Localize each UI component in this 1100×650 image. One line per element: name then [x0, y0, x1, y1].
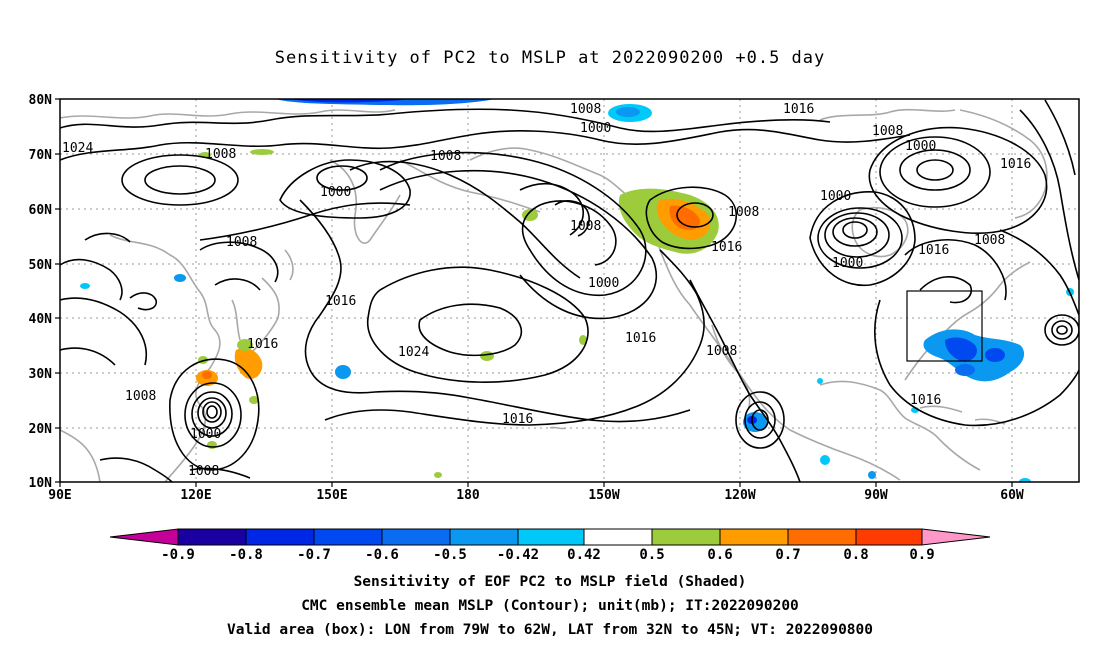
colorbar-label: -0.7	[297, 547, 331, 563]
lon-label: 90W	[864, 488, 888, 503]
contour-label: 1000	[190, 427, 221, 442]
contour-label: 1008	[872, 124, 903, 139]
colorbar-label: -0.6	[365, 547, 399, 563]
colorbar-arrow-left	[109, 528, 179, 546]
lat-label: 80N	[29, 93, 53, 108]
contour-label: 1008	[570, 102, 601, 117]
contour-label: 1016	[910, 393, 941, 408]
latitude-labels: 80N 70N 60N 50N 40N 30N 20N 10N	[29, 93, 53, 491]
colorbar-arrow-right	[921, 528, 991, 546]
contour-label: 1000	[580, 121, 611, 136]
contour-label: 1000	[820, 189, 851, 204]
colorbar-label: -0.8	[229, 547, 263, 563]
lon-label: 90E	[48, 488, 71, 503]
contour-label: 1016	[918, 243, 949, 258]
colorbar-label: -0.42	[497, 547, 539, 563]
contour-label: 1000	[320, 185, 351, 200]
map-title: Sensitivity of PC2 to MSLP at 2022090200…	[274, 48, 826, 68]
sensitivity-shading	[80, 99, 1074, 482]
lat-label: 20N	[29, 422, 53, 437]
contour-label: 1016	[325, 294, 356, 309]
colorbar-label: 0.9	[909, 547, 934, 563]
contour-label: 1024	[62, 141, 93, 156]
lat-label: 10N	[29, 476, 53, 491]
lon-label: 150E	[316, 488, 347, 503]
colorbar-swatch	[177, 528, 247, 546]
longitude-labels: 90E 120E 150E 180 150W 120W 90W 60W	[48, 488, 1024, 503]
isobar-contours	[60, 99, 1079, 482]
colorbar-label: 0.6	[707, 547, 732, 563]
contour-label: 1008	[728, 205, 759, 220]
lon-label: 120E	[180, 488, 211, 503]
colorbar-label: 0.42	[567, 547, 601, 563]
lat-label: 40N	[29, 312, 53, 327]
axis-ticks	[55, 98, 1013, 487]
lat-label: 60N	[29, 203, 53, 218]
lon-label: 180	[456, 488, 480, 503]
contour-labels: 1024 1008 1000 1008 1008 1000 1008 1016 …	[62, 102, 1031, 479]
contour-label: 1008	[570, 219, 601, 234]
contour-label: 1008	[205, 147, 236, 162]
colorbar-swatch	[583, 528, 653, 546]
colorbar-swatch	[855, 528, 923, 546]
contour-label: 1016	[502, 412, 533, 427]
colorbar-label: 0.8	[843, 547, 868, 563]
contour-label: 1000	[588, 276, 619, 291]
contour-label: 1016	[1000, 157, 1031, 172]
contour-label: 1016	[625, 331, 656, 346]
contour-label: 1008	[974, 233, 1005, 248]
colorbar-swatch	[787, 528, 857, 546]
colorbar-swatch	[381, 528, 451, 546]
contour-label: 1008	[226, 235, 257, 250]
colorbar: -0.9 -0.8 -0.7 -0.6 -0.5 -0.42 0.42 0.5 …	[109, 528, 991, 563]
contour-label: 1008	[125, 389, 156, 404]
lon-label: 120W	[724, 488, 755, 503]
contour-label: 1008	[706, 344, 737, 359]
contour-label: 1000	[832, 256, 863, 271]
colorbar-swatch	[517, 528, 585, 546]
contour-label: 1000	[905, 139, 936, 154]
colorbar-label: -0.5	[433, 547, 467, 563]
contour-label: 1016	[247, 337, 278, 352]
caption-line-2: CMC ensemble mean MSLP (Contour); unit(m…	[301, 598, 799, 614]
grid-lines	[60, 99, 1079, 482]
caption-line-3: Valid area (box): LON from 79W to 62W, L…	[226, 622, 873, 638]
colorbar-swatch	[719, 528, 789, 546]
colorbar-label: -0.9	[161, 547, 195, 563]
colorbar-label: 0.7	[775, 547, 800, 563]
valid-area-box	[906, 290, 983, 362]
lat-label: 70N	[29, 148, 53, 163]
coastlines	[60, 108, 1048, 482]
lon-label: 150W	[588, 488, 619, 503]
contour-label: 1024	[398, 345, 429, 360]
colorbar-swatch	[245, 528, 315, 546]
colorbar-swatch	[651, 528, 721, 546]
contour-label: 1008	[188, 464, 219, 479]
contour-label: 1016	[783, 102, 814, 117]
map-border	[59, 98, 1080, 483]
caption-line-1: Sensitivity of EOF PC2 to MSLP field (Sh…	[353, 574, 747, 590]
colorbar-swatch	[449, 528, 519, 546]
contour-label: 1016	[711, 240, 742, 255]
lat-label: 30N	[29, 367, 53, 382]
contour-label: 1008	[430, 149, 461, 164]
colorbar-swatch	[313, 528, 383, 546]
colorbar-label: 0.5	[639, 547, 664, 563]
lat-label: 50N	[29, 258, 53, 273]
lon-label: 60W	[1000, 488, 1024, 503]
